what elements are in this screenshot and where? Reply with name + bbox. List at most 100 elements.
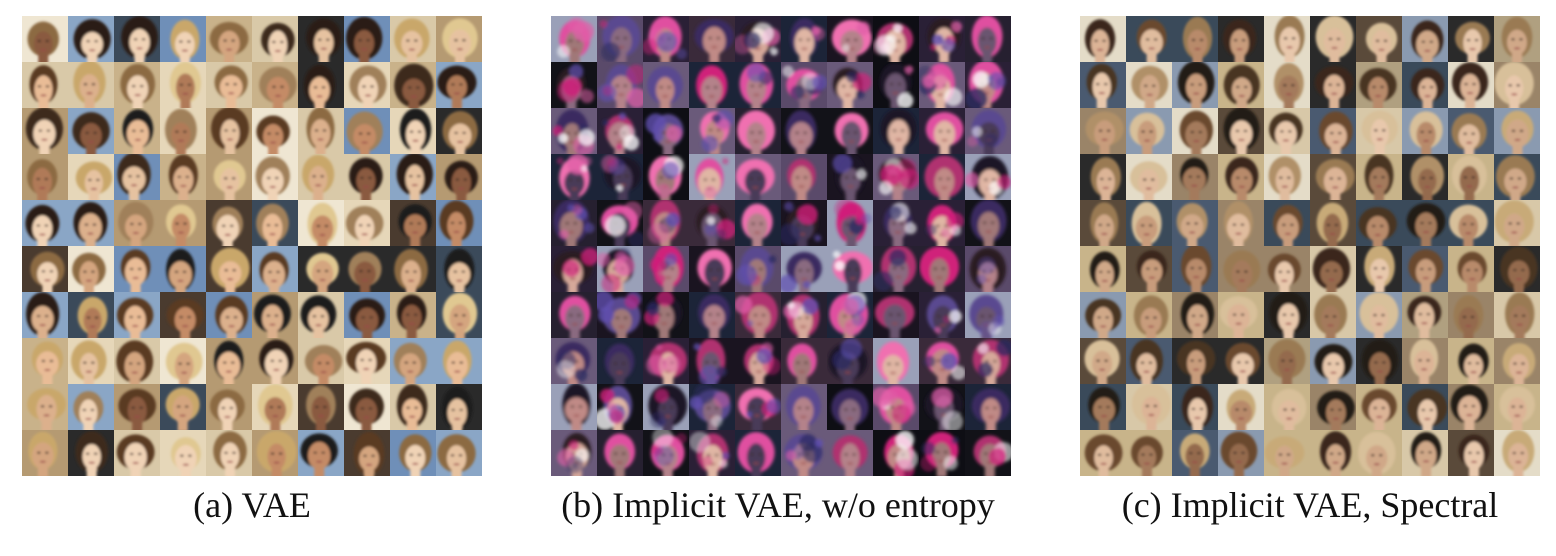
face-sample <box>344 154 390 200</box>
face-sample <box>160 338 206 384</box>
face-sample <box>1310 16 1356 62</box>
face-sample <box>160 384 206 430</box>
face-sample <box>1310 292 1356 338</box>
face-sample <box>1356 292 1402 338</box>
face-sample <box>689 338 735 384</box>
face-sample <box>919 16 965 62</box>
face-sample <box>1264 154 1310 200</box>
face-sample <box>873 108 919 154</box>
face-sample <box>1494 246 1540 292</box>
face-sample <box>390 338 436 384</box>
face-sample <box>965 62 1011 108</box>
face-sample <box>206 200 252 246</box>
face-sample <box>735 108 781 154</box>
face-sample <box>436 430 482 476</box>
face-sample <box>827 430 873 476</box>
face-sample <box>873 430 919 476</box>
face-sample <box>919 292 965 338</box>
face-sample <box>1402 200 1448 246</box>
face-sample <box>597 338 643 384</box>
face-sample <box>436 246 482 292</box>
face-sample <box>643 16 689 62</box>
face-sample <box>781 430 827 476</box>
face-sample <box>827 384 873 430</box>
face-sample <box>22 384 68 430</box>
face-sample <box>919 108 965 154</box>
face-sample <box>298 200 344 246</box>
caption-implicit-vae-no-entropy: (b) Implicit VAE, w/o entropy <box>561 485 995 525</box>
face-sample <box>1126 62 1172 108</box>
face-sample <box>206 16 252 62</box>
face-sample <box>344 200 390 246</box>
face-sample <box>1264 430 1310 476</box>
face-sample <box>1310 246 1356 292</box>
face-sample <box>1264 16 1310 62</box>
face-sample <box>919 62 965 108</box>
face-sample <box>160 292 206 338</box>
face-sample <box>298 430 344 476</box>
face-sample <box>114 200 160 246</box>
face-sample <box>114 292 160 338</box>
face-sample <box>597 292 643 338</box>
face-sample <box>643 246 689 292</box>
face-sample <box>22 338 68 384</box>
face-sample <box>1448 62 1494 108</box>
face-sample <box>252 430 298 476</box>
face-sample <box>114 62 160 108</box>
face-sample <box>1402 154 1448 200</box>
face-sample <box>873 62 919 108</box>
face-sample <box>643 338 689 384</box>
face-sample <box>1448 246 1494 292</box>
face-sample <box>735 16 781 62</box>
face-sample <box>298 246 344 292</box>
face-sample <box>1080 62 1126 108</box>
face-sample <box>1494 430 1540 476</box>
face-sample <box>1126 16 1172 62</box>
face-sample <box>1172 108 1218 154</box>
face-sample <box>1126 292 1172 338</box>
face-sample <box>1126 246 1172 292</box>
face-sample <box>436 154 482 200</box>
face-sample <box>1494 154 1540 200</box>
face-sample <box>1080 108 1126 154</box>
face-sample <box>689 430 735 476</box>
face-sample <box>390 384 436 430</box>
face-sample <box>1080 246 1126 292</box>
face-sample <box>689 200 735 246</box>
face-sample <box>643 430 689 476</box>
face-sample <box>252 338 298 384</box>
face-sample <box>298 384 344 430</box>
face-sample <box>160 246 206 292</box>
face-sample <box>1356 430 1402 476</box>
face-sample <box>22 108 68 154</box>
face-sample <box>1310 338 1356 384</box>
face-sample <box>1218 154 1264 200</box>
face-sample <box>1172 16 1218 62</box>
face-sample <box>1218 338 1264 384</box>
face-sample <box>827 154 873 200</box>
face-sample <box>206 292 252 338</box>
face-sample <box>206 62 252 108</box>
face-sample <box>344 16 390 62</box>
face-sample <box>1126 154 1172 200</box>
face-sample <box>735 246 781 292</box>
face-sample <box>873 384 919 430</box>
face-sample <box>160 108 206 154</box>
face-sample <box>1172 338 1218 384</box>
face-sample <box>1172 384 1218 430</box>
sample-grid-implicit-vae-no-entropy <box>551 16 1011 476</box>
face-sample <box>781 338 827 384</box>
face-sample <box>114 384 160 430</box>
face-sample <box>160 200 206 246</box>
face-sample <box>597 430 643 476</box>
face-sample <box>1310 154 1356 200</box>
face-sample <box>160 16 206 62</box>
face-sample <box>827 200 873 246</box>
face-sample <box>1080 384 1126 430</box>
face-sample <box>206 338 252 384</box>
face-sample <box>1264 108 1310 154</box>
face-sample <box>390 246 436 292</box>
face-sample <box>22 246 68 292</box>
face-sample <box>1264 292 1310 338</box>
face-sample <box>1126 200 1172 246</box>
